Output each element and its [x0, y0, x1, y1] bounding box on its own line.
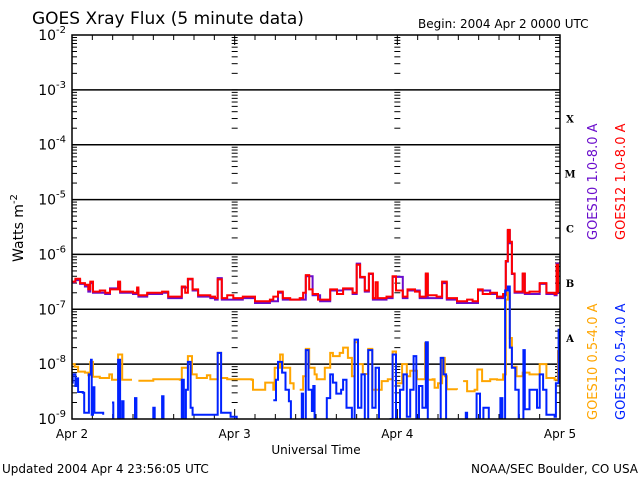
x-tick-label: Apr 5 — [544, 427, 576, 441]
y-tick-exponent: -9 — [56, 409, 66, 420]
y-tick-label: 10-7 — [38, 299, 66, 318]
legend-goes10-short: GOES10 0.5-4.0 A — [586, 303, 601, 420]
y-tick-label: 10-6 — [38, 244, 66, 263]
series-goes10-short — [72, 291, 559, 393]
x-tick-label: Apr 2 — [56, 427, 88, 441]
y-tick-exponent: -6 — [56, 244, 66, 255]
y-tick-base: 10 — [38, 412, 56, 428]
series-layer — [72, 228, 560, 419]
y-tick-label: 10-4 — [38, 135, 66, 154]
plot-grid — [71, 35, 561, 420]
legend-goes12-short: GOES12 0.5-4.0 A — [614, 303, 629, 420]
flare-class-b: B — [566, 279, 574, 290]
flare-class-m: M — [564, 169, 575, 180]
legend: GOES10 1.0-8.0 A GOES12 1.0-8.0 A GOES10 0… — [586, 123, 629, 420]
flare-class-c: C — [566, 224, 574, 235]
y-tick-exponent: -2 — [56, 25, 66, 36]
y-tick-base: 10 — [38, 138, 56, 154]
plot-frame — [71, 34, 561, 420]
y-tick-label: 10-5 — [38, 190, 66, 209]
y-axis-label: Watts m-2 — [9, 194, 27, 262]
chart-title: GOES Xray Flux (5 minute data) — [32, 9, 304, 29]
legend-goes12-long: GOES12 1.0-8.0 A — [614, 123, 629, 240]
y-tick-exponent: -7 — [56, 299, 66, 310]
series-goes10-long — [72, 229, 559, 304]
y-tick-exponent: -5 — [56, 190, 66, 201]
y-axis-label-text: Watts m — [11, 204, 27, 262]
y-tick-label: 10-8 — [38, 354, 66, 373]
y-tick-exponent: -4 — [56, 135, 66, 146]
flare-class-labels: X M C B A — [564, 115, 575, 345]
y-tick-base: 10 — [38, 193, 56, 209]
x-axis-label: Universal Time — [271, 443, 360, 457]
flare-class-a: A — [565, 334, 574, 345]
y-tick-exponent: -8 — [56, 354, 66, 365]
begin-time-label: Begin: 2004 Apr 2 0000 UTC — [418, 17, 589, 31]
x-tick-labels: Apr 2 Apr 3 Apr 4 Apr 5 — [56, 427, 576, 441]
y-tick-label: 10-9 — [38, 409, 66, 428]
y-tick-exponent: -3 — [56, 80, 66, 91]
updated-timestamp: Updated 2004 Apr 4 23:56:05 UTC — [2, 462, 209, 476]
x-tick-label: Apr 3 — [219, 427, 251, 441]
credit-label: NOAA/SEC Boulder, CO USA — [471, 462, 639, 476]
x-tick-label: Apr 4 — [381, 427, 413, 441]
legend-goes10-long: GOES10 1.0-8.0 A — [586, 123, 601, 240]
y-tick-label: 10-3 — [38, 80, 66, 99]
series-goes12-long — [72, 228, 559, 303]
y-tick-label: 10-2 — [38, 25, 66, 44]
y-tick-base: 10 — [38, 302, 56, 318]
y-tick-base: 10 — [38, 28, 56, 44]
y-axis-label-exponent: -2 — [9, 194, 20, 204]
series-goes12-short — [72, 285, 560, 419]
flare-class-x: X — [566, 115, 574, 126]
y-tick-base: 10 — [38, 83, 56, 99]
y-tick-base: 10 — [38, 357, 56, 373]
y-tick-labels: 10-210-310-410-510-610-710-810-9 — [38, 25, 66, 428]
y-tick-base: 10 — [38, 247, 56, 263]
